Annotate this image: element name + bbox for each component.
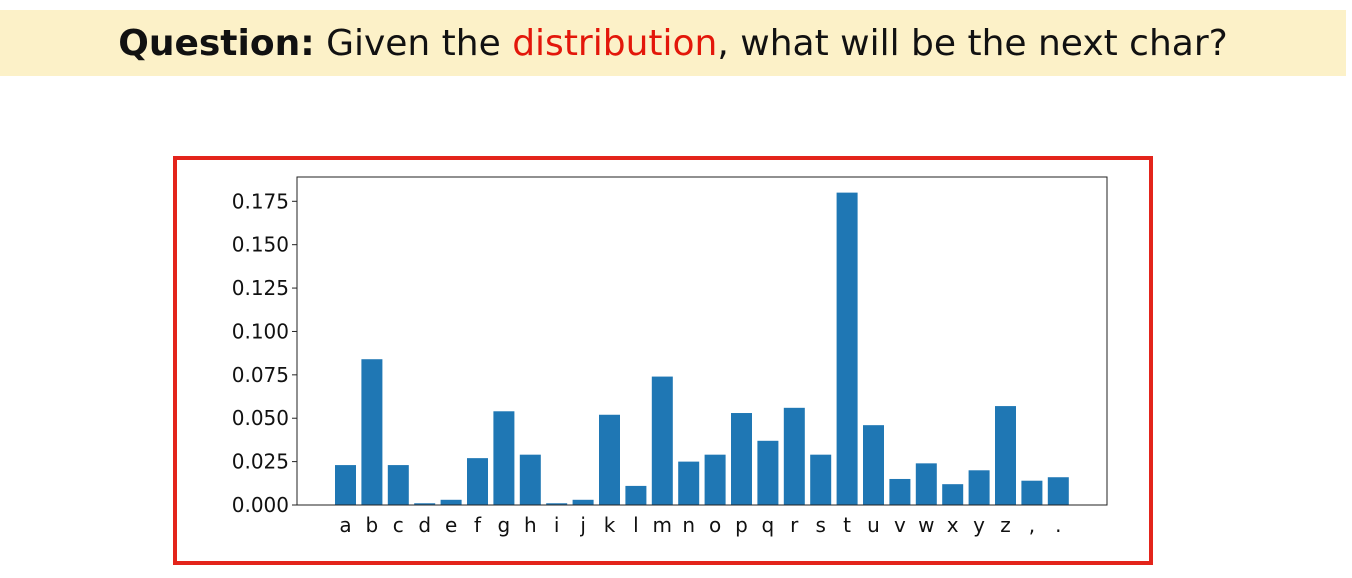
bar-2 <box>387 465 409 505</box>
bar-18 <box>810 454 832 505</box>
bar-27 <box>1047 477 1069 505</box>
x-tick-label: d <box>418 513 431 537</box>
x-tick-label: u <box>867 513 880 537</box>
x-tick-label: w <box>918 513 934 537</box>
bar-7 <box>519 454 541 505</box>
bar-1 <box>361 359 383 505</box>
bar-8 <box>546 503 568 505</box>
y-tick-label: 0.100 <box>232 319 289 343</box>
bar-21 <box>889 478 911 505</box>
bar-10 <box>599 414 620 505</box>
bar-17 <box>783 407 805 505</box>
x-tick-label: r <box>790 513 799 537</box>
y-tick-label: 0.150 <box>232 233 289 257</box>
x-tick-label: m <box>653 513 672 537</box>
bar-20 <box>863 425 884 505</box>
x-tick-label: f <box>474 513 482 537</box>
bar-26 <box>1021 480 1043 505</box>
x-tick-label: b <box>366 513 379 537</box>
y-tick-label: 0.175 <box>232 189 289 213</box>
bar-4 <box>440 499 462 505</box>
bar-12 <box>651 376 673 505</box>
question-banner: Question: Given the distribution, what w… <box>0 10 1346 76</box>
x-tick-label: a <box>339 513 351 537</box>
x-tick-label: h <box>524 513 537 537</box>
bar-13 <box>678 461 700 505</box>
bar-15 <box>731 413 752 505</box>
bar-9 <box>572 499 594 505</box>
bar-5 <box>467 458 488 505</box>
y-tick-label: 0.125 <box>232 276 289 300</box>
x-tick-label: y <box>973 513 985 537</box>
y-tick-label: 0.000 <box>232 493 289 517</box>
y-tick-label: 0.025 <box>232 450 289 474</box>
x-tick-label: j <box>579 513 586 537</box>
x-tick-label: l <box>633 513 639 537</box>
question-text-after: , what will be the next char? <box>717 22 1228 64</box>
bar-16 <box>757 440 779 505</box>
x-tick-label: q <box>762 513 775 537</box>
bar-14 <box>704 454 726 505</box>
bar-11 <box>625 485 647 505</box>
y-tick-label: 0.050 <box>232 406 289 430</box>
x-tick-label: x <box>947 513 959 537</box>
question-text-before: Given the <box>314 22 513 64</box>
x-tick-label: o <box>709 513 721 537</box>
x-tick-label: e <box>445 513 457 537</box>
x-tick-label: , <box>1029 513 1035 537</box>
x-tick-label: . <box>1055 513 1061 537</box>
bar-25 <box>995 406 1016 505</box>
x-tick-label: i <box>554 513 560 537</box>
x-tick-label: s <box>815 513 825 537</box>
x-tick-label: g <box>498 513 511 537</box>
bar-22 <box>915 463 937 505</box>
x-tick-label: n <box>682 513 695 537</box>
question-highlight: distribution <box>512 22 718 64</box>
x-tick-label: k <box>604 513 616 537</box>
plot-area-border <box>296 176 1108 506</box>
bars-group <box>335 192 1069 505</box>
bar-24 <box>968 470 990 505</box>
x-tick-label: z <box>1000 513 1011 537</box>
bar-0 <box>335 465 356 505</box>
bar-19 <box>836 192 858 505</box>
question-label: Question: <box>118 22 315 64</box>
y-axis: 0.000 0.025 0.050 0.075 0.100 0.125 0.150 0.175 <box>232 189 297 517</box>
y-tick-label: 0.075 <box>232 363 289 387</box>
x-tick-label: t <box>843 513 851 537</box>
bar-3 <box>414 503 436 505</box>
x-tick-label: c <box>393 513 404 537</box>
bar-6 <box>493 411 515 505</box>
x-tick-label: v <box>894 513 906 537</box>
bar-23 <box>942 484 964 505</box>
x-tick-label: p <box>735 513 748 537</box>
